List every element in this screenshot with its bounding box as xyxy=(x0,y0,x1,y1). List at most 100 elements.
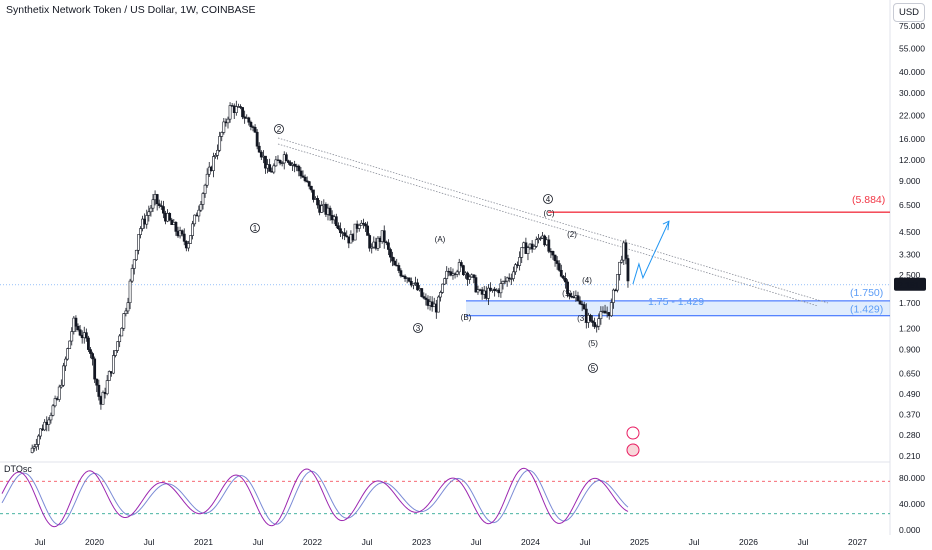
candle xyxy=(59,384,63,388)
candle xyxy=(593,322,597,327)
osc-d-line xyxy=(1,469,629,526)
candle xyxy=(53,398,57,407)
candle xyxy=(534,239,538,247)
wave-label: (1) xyxy=(562,289,572,298)
candle xyxy=(611,289,615,303)
candle xyxy=(199,204,203,211)
candle xyxy=(376,237,380,249)
candle xyxy=(328,207,332,216)
candle xyxy=(368,235,372,249)
candle xyxy=(168,213,172,221)
candle xyxy=(353,223,357,241)
candle xyxy=(518,257,522,266)
y-tick-label: 6.500 xyxy=(899,200,921,210)
candle xyxy=(582,304,586,310)
osc-y-tick-label: 40.000 xyxy=(899,499,925,509)
candle xyxy=(382,230,386,243)
candle xyxy=(114,350,117,356)
candle xyxy=(609,302,613,317)
candle xyxy=(459,262,463,266)
candle xyxy=(411,283,415,286)
candle xyxy=(174,222,178,232)
candle xyxy=(87,337,90,350)
currency-button[interactable]: USD xyxy=(893,3,925,22)
candle xyxy=(576,295,580,302)
candle xyxy=(312,189,315,200)
candle xyxy=(220,132,224,137)
candle xyxy=(307,181,311,187)
candle xyxy=(505,277,509,282)
candle xyxy=(303,176,307,182)
candle xyxy=(216,149,219,156)
candle xyxy=(57,386,61,400)
candle xyxy=(570,295,574,298)
wave-circle xyxy=(250,223,260,233)
candle xyxy=(422,296,426,299)
candle xyxy=(389,249,392,258)
wave-label: (B) xyxy=(461,313,472,322)
candle xyxy=(93,358,97,380)
y-tick-label: 16.000 xyxy=(899,134,925,144)
candle xyxy=(149,207,153,213)
candle xyxy=(47,419,51,425)
candle xyxy=(578,300,582,305)
candle xyxy=(134,249,138,261)
candle xyxy=(293,163,297,167)
candle xyxy=(157,203,161,206)
candle xyxy=(626,258,630,282)
candle xyxy=(91,353,94,360)
candle xyxy=(386,242,390,250)
candle xyxy=(568,293,572,297)
candle xyxy=(476,289,480,293)
y-tick-label: 0.370 xyxy=(899,410,921,420)
y-tick-label: 0.210 xyxy=(899,451,921,461)
x-tick-label: Jul xyxy=(798,537,809,547)
support-bottom-label: (1.429) xyxy=(850,304,883,316)
candle xyxy=(191,223,194,236)
x-tick-label: Jul xyxy=(144,537,155,547)
y-tick-label: 0.280 xyxy=(899,430,921,440)
candle xyxy=(139,228,142,235)
wave-label: (4) xyxy=(582,276,592,285)
candle xyxy=(147,211,151,216)
candle xyxy=(397,265,401,271)
candle xyxy=(364,223,367,227)
flag-icon xyxy=(626,443,640,457)
candle xyxy=(155,194,159,205)
y-tick-label: 30.000 xyxy=(899,88,925,98)
candle xyxy=(214,155,217,157)
candle xyxy=(101,391,105,405)
x-tick-label: Jul xyxy=(253,537,264,547)
candle xyxy=(124,310,128,314)
candle xyxy=(399,270,403,277)
candle xyxy=(259,151,263,158)
candle xyxy=(84,332,88,339)
candle xyxy=(520,247,524,258)
lower-trendline xyxy=(277,143,819,307)
candle xyxy=(597,318,601,327)
oscillator-label: DTOsc xyxy=(4,464,32,474)
candle xyxy=(366,225,369,236)
candle xyxy=(416,282,419,291)
event-icon xyxy=(626,426,640,440)
candle xyxy=(222,121,226,133)
y-tick-label: 40.000 xyxy=(899,67,925,77)
candle xyxy=(345,235,349,238)
candle xyxy=(514,264,517,273)
candle xyxy=(566,281,569,294)
candle xyxy=(162,206,165,214)
candle xyxy=(120,327,124,337)
x-tick-label: 2024 xyxy=(521,537,540,547)
candle xyxy=(305,180,309,182)
candle xyxy=(241,107,244,118)
candle xyxy=(89,349,92,354)
candle xyxy=(309,185,313,191)
candle xyxy=(393,260,397,266)
candle xyxy=(272,165,276,173)
y-tick-label: 22.000 xyxy=(899,111,925,121)
projection-path xyxy=(632,221,670,285)
x-tick-label: 2021 xyxy=(194,537,213,547)
candle xyxy=(137,234,140,251)
